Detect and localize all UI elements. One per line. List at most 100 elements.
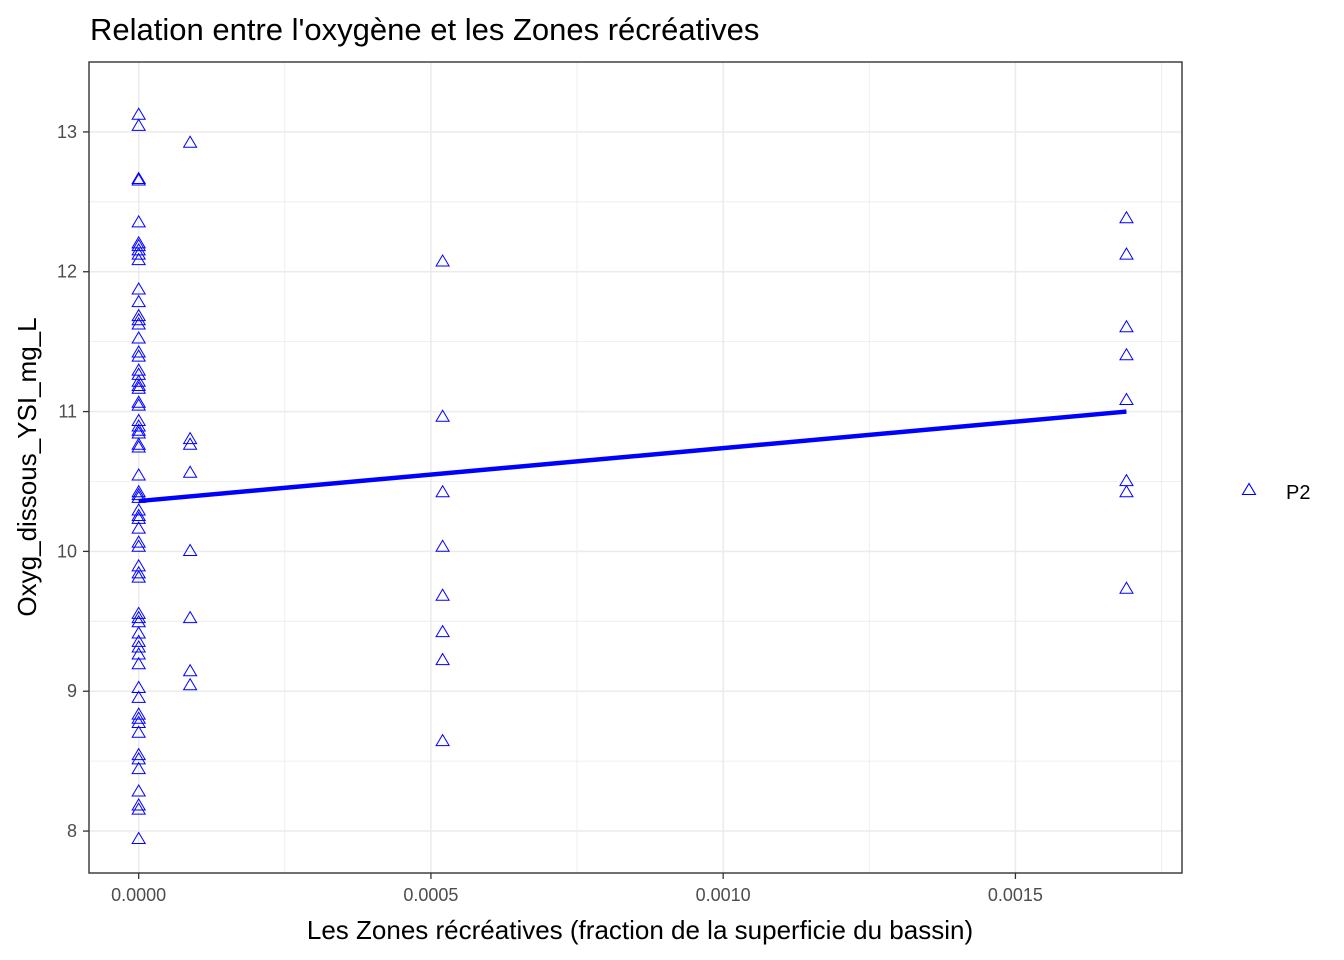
data-point-triangle (131, 242, 147, 256)
data-point-triangle (131, 565, 147, 579)
data-point-triangle (182, 465, 198, 478)
data-point-triangle (131, 715, 147, 728)
data-point-triangle (131, 308, 147, 322)
data-point-triangle (131, 118, 147, 131)
data-point-triangle (131, 419, 147, 432)
legend: P2 (1241, 482, 1310, 504)
data-point-triangle (435, 539, 450, 552)
data-point-triangle (182, 437, 198, 450)
data-point-triangle (131, 634, 147, 647)
y-axis-ticks: 8 9 10 11 12 13 (57, 122, 89, 841)
data-point-triangle (131, 626, 147, 639)
data-point-triangle (1119, 210, 1134, 224)
data-point-triangle (131, 511, 147, 524)
data-point-triangle (435, 484, 450, 498)
data-point-triangle (131, 172, 147, 186)
x-tick-label: 0.0005 (403, 885, 458, 905)
data-point-triangle (131, 398, 147, 411)
y-tick-label: 9 (67, 681, 77, 701)
data-point-triangle (435, 409, 450, 422)
data-point-triangle (131, 751, 147, 765)
data-point-triangle (131, 381, 147, 394)
y-tick-label: 10 (57, 541, 77, 561)
data-point-triangle (435, 588, 450, 601)
data-point-triangle (131, 747, 147, 761)
plot-panel (89, 62, 1182, 873)
data-point-triangle (131, 831, 147, 845)
legend-key-triangle-icon (1241, 482, 1257, 496)
y-tick-label: 13 (57, 122, 77, 142)
data-point-triangle (131, 521, 147, 534)
data-point-triangle (182, 543, 198, 556)
data-point-triangle (131, 656, 147, 670)
data-point-triangle (131, 680, 147, 694)
x-tick-label: 0.0015 (988, 885, 1043, 905)
data-point-triangle (131, 413, 147, 426)
data-point-triangle (435, 624, 450, 638)
data-point-triangle (131, 423, 147, 436)
trend-line (138, 409, 1127, 504)
data-point-triangle (131, 539, 147, 552)
data-point-triangle (182, 610, 198, 624)
plot-panel-border (88, 61, 1183, 874)
data-point-triangle (131, 802, 147, 815)
x-tick-label: 0.0010 (696, 885, 751, 905)
trend-line-group (138, 409, 1127, 504)
x-tick-label: 0.0000 (111, 885, 166, 905)
data-point-triangle (131, 711, 147, 724)
data-point-triangle (131, 646, 147, 660)
data-point-triangle (131, 238, 147, 252)
data-point-triangle (131, 606, 147, 619)
data-point-triangle (131, 690, 147, 703)
data-point-triangle (131, 761, 147, 775)
data-point-triangle (131, 502, 147, 516)
data-point-triangle (131, 487, 147, 501)
data-point-triangle (1119, 484, 1134, 498)
data-points (131, 107, 1134, 845)
data-point-triangle (131, 344, 147, 358)
data-point-triangle (131, 395, 147, 408)
data-point-triangle (131, 508, 147, 522)
data-point-triangle (131, 378, 147, 392)
data-point-triangle (131, 330, 147, 344)
data-point-triangle (131, 725, 147, 738)
grid-lines (89, 61, 1182, 873)
data-point-triangle (131, 490, 147, 503)
data-point-triangle (1119, 347, 1134, 361)
data-point-triangle (182, 431, 198, 445)
chart-title: Relation entre l'oxygène et les Zones ré… (90, 12, 759, 47)
data-point-triangle (131, 316, 147, 330)
data-point-triangle (131, 784, 147, 797)
data-point-triangle (131, 639, 147, 653)
data-point-triangle (131, 570, 147, 583)
y-axis-title: Oxyg_dissous_YSI_mg_L (12, 317, 42, 616)
data-point-triangle (131, 798, 147, 811)
data-point-triangle (131, 282, 147, 295)
data-point-triangle (131, 294, 147, 308)
data-point-triangle (131, 484, 147, 498)
data-point-triangle (1119, 247, 1134, 260)
data-point-triangle (1119, 581, 1134, 594)
data-point-triangle (182, 135, 198, 148)
data-point-triangle (435, 733, 450, 747)
data-point-triangle (131, 247, 147, 260)
data-point-triangle (182, 677, 198, 691)
data-point-triangle (182, 663, 198, 677)
data-point-triangle (435, 254, 450, 267)
data-point-triangle (131, 610, 147, 624)
data-point-triangle (131, 437, 147, 450)
data-point-triangle (131, 707, 147, 720)
data-point-triangle (435, 652, 450, 666)
data-point-triangle (131, 468, 147, 481)
y-tick-label: 11 (58, 402, 77, 422)
data-point-triangle (131, 535, 147, 548)
y-tick-label: 8 (67, 821, 77, 841)
y-tick-label: 12 (57, 262, 77, 282)
data-point-triangle (131, 374, 147, 387)
x-axis-ticks: 0.0000 0.0005 0.0010 0.0015 (111, 873, 1043, 905)
data-point-triangle (1119, 319, 1134, 333)
data-point-triangle (131, 171, 147, 185)
data-point-triangle (1119, 392, 1134, 405)
data-point-triangle (131, 252, 147, 266)
